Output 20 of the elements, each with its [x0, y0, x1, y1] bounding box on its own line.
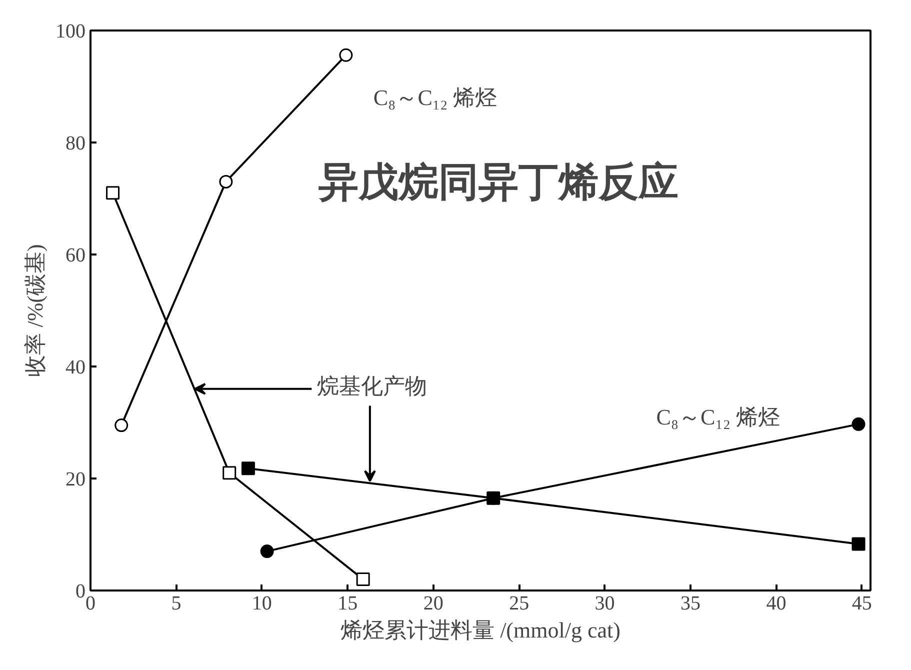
x-tick-label: 20 [423, 592, 444, 614]
x-tick-label: 25 [509, 592, 530, 614]
text: 异戊烷同异丁烯反应 [318, 160, 678, 206]
x-tick-label: 10 [252, 592, 272, 614]
x-tick-label: 5 [171, 592, 182, 614]
annotation: C₈～C₁₂ 烯烃 [373, 85, 498, 110]
x-tick-label: 45 [852, 592, 872, 614]
x-axis-title: 烯烃累计进料量 /(mmol/g cat) [340, 618, 620, 642]
y-tick-label: 60 [66, 244, 86, 266]
y-tick-label: 20 [66, 468, 86, 490]
x-tick-label: 30 [594, 592, 615, 614]
annotation: C₈～C₁₂ 烯烃 [656, 404, 780, 430]
annotation: 烷基化产物 [316, 374, 427, 399]
y-axis-title: 收率 /%(碳基) [22, 244, 48, 377]
y-tick-label: 40 [66, 356, 86, 378]
x-tick-label: 15 [338, 592, 358, 614]
x-tick-label: 35 [680, 592, 700, 614]
y-tick-label: 100 [56, 20, 86, 42]
x-tick-label: 40 [766, 592, 786, 614]
y-tick-label: 80 [66, 132, 86, 154]
